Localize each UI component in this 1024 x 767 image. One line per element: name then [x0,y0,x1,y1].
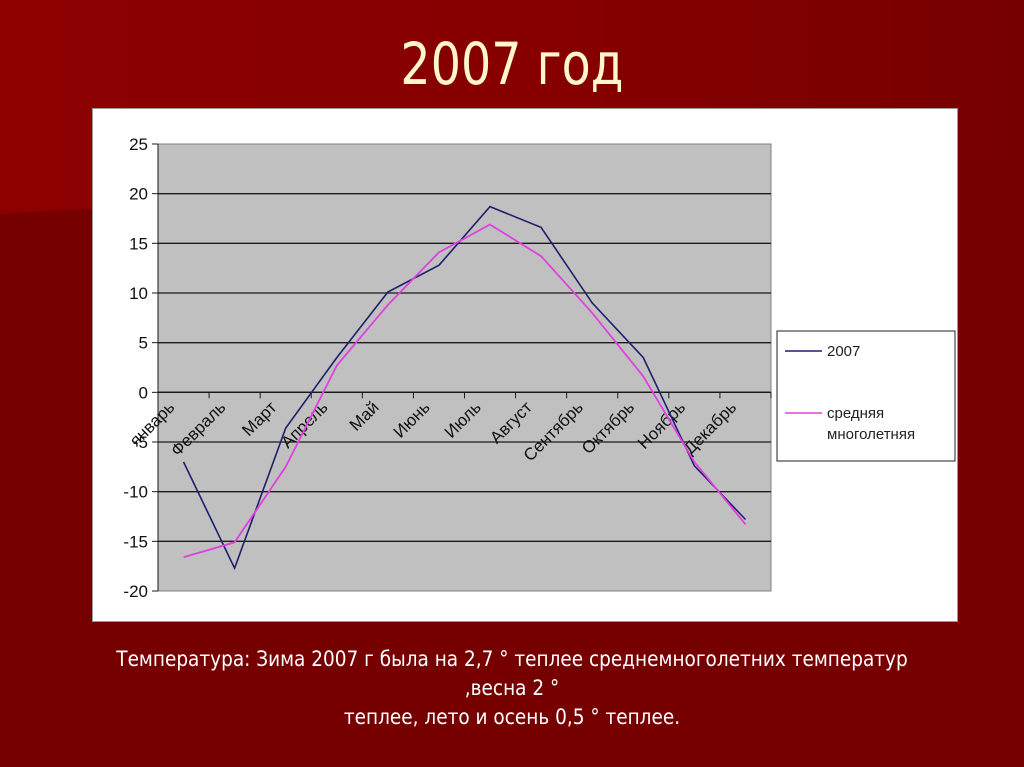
y-tick-label: 25 [129,135,148,154]
legend-label-average-line1: средняя [827,405,884,422]
y-tick-label: 15 [129,234,148,253]
legend-label-2007: 2007 [827,343,860,360]
legend-box [776,330,956,462]
series-line-2007 [182,205,747,571]
plot-area [157,143,772,592]
legend-label-average-line2: многолетняя [827,426,915,443]
slide-caption: Температура: Зима 2007 г была на 2,7 ° т… [0,645,1024,732]
caption-line-2: ,весна 2 ° [464,676,560,700]
slide-title: 2007 год [400,30,624,98]
chart-container: 25 20 15 10 5 0 -5 -10 -15 -20 январь Февраль Март Ап… [92,108,958,622]
y-tick-label: -20 [123,582,148,601]
series-line-average [183,223,747,559]
y-tick-label: -5 [133,433,148,452]
y-tick-label: 0 [139,383,148,402]
y-tick-label: -10 [123,483,148,502]
y-tick-label: 5 [139,334,148,353]
y-tick-label: -15 [123,532,148,551]
caption-line-3: теплее, лето и осень 0,5 ° теплее. [343,705,681,729]
y-tick-label: 10 [129,284,148,303]
y-tick-label: 20 [129,185,148,204]
caption-line-1: Температура: Зима 2007 г была на 2,7 ° т… [116,647,908,671]
